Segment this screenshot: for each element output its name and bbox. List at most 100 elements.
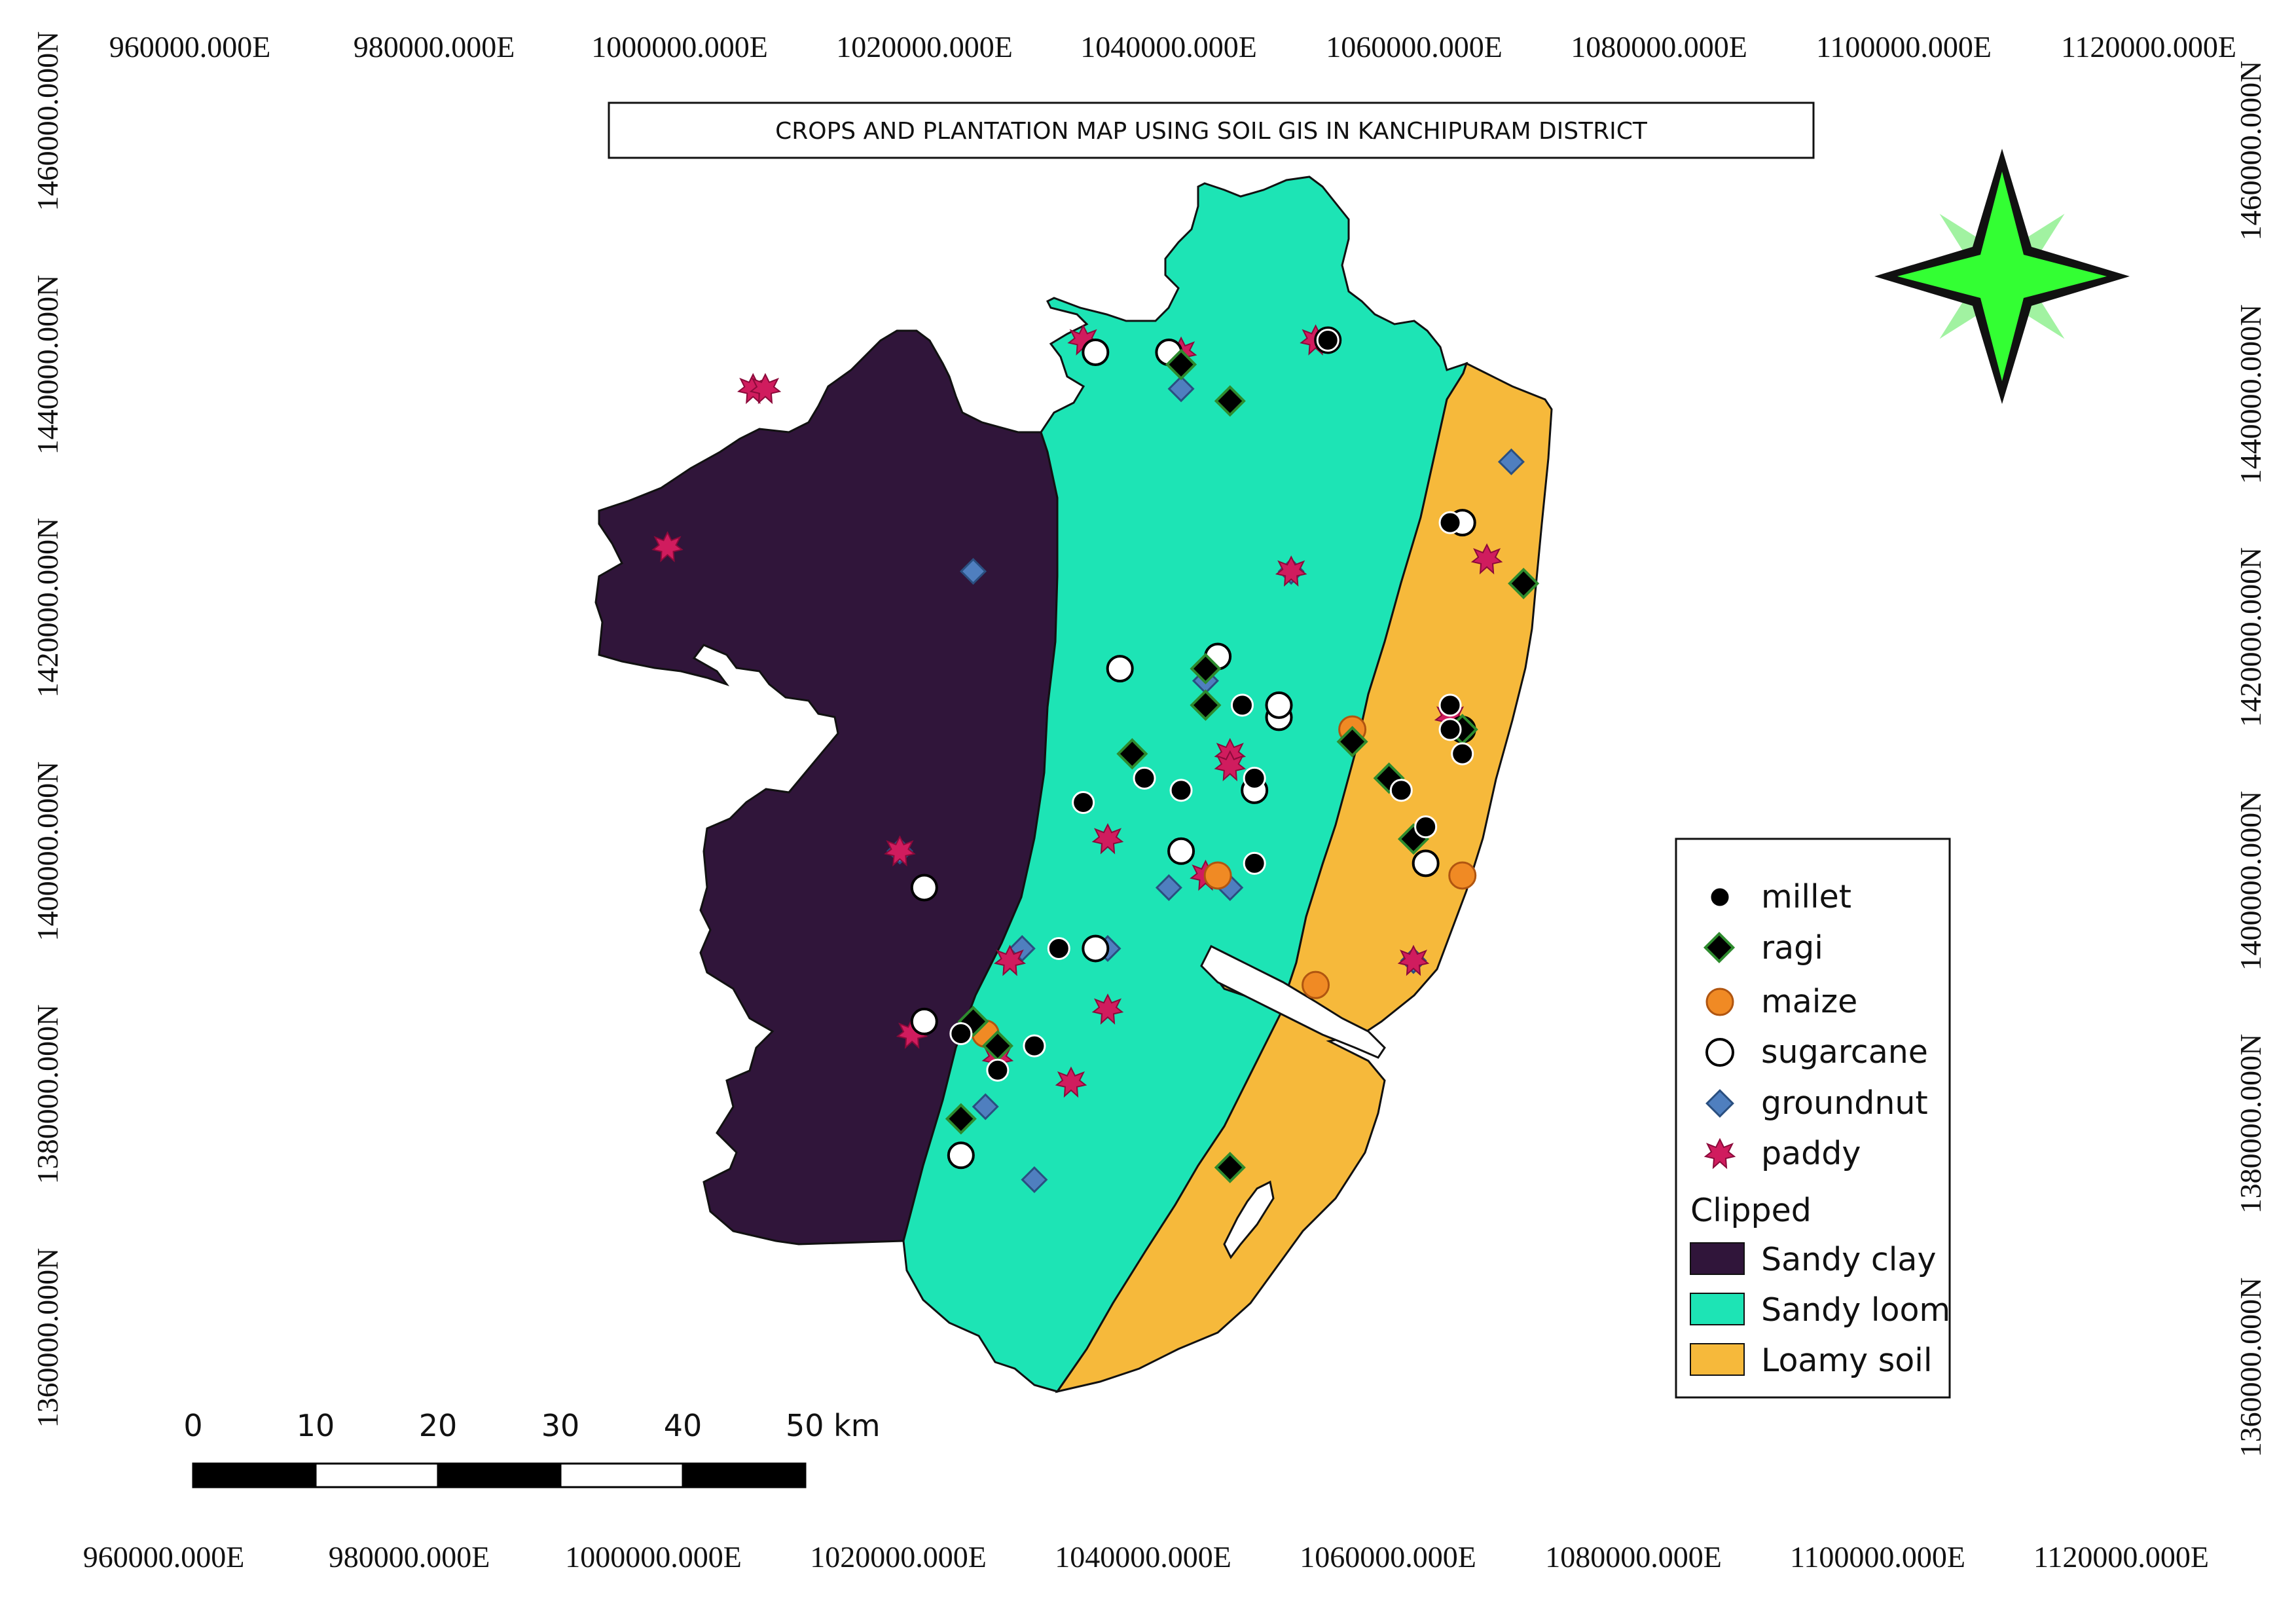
backwater (1223, 1180, 1275, 1259)
map-title: CROPS AND PLANTATION MAP USING SOIL GIS … (608, 101, 1815, 159)
legend: millet ragi maize sugarcane groundnut pa… (1675, 838, 1951, 1399)
ragi-point-icon (1190, 689, 1222, 721)
easting-label: 1060000.000E (1326, 30, 1503, 64)
scale-segment (437, 1462, 562, 1488)
easting-label: 1100000.000E (1816, 30, 1992, 64)
legend-label-paddy: paddy (1761, 1135, 1861, 1172)
ragi-point-icon (945, 1103, 977, 1135)
easting-label: 1120000.000E (2061, 30, 2236, 64)
millet-point-icon (1316, 328, 1339, 352)
north-arrow-inner-icon (1897, 172, 2107, 381)
sandy-clay-swatch (1690, 1242, 1745, 1275)
northing-label: 1460000.000N (31, 31, 64, 212)
groundnut-point-icon (1021, 1166, 1048, 1193)
title-text: CROPS AND PLANTATION MAP USING SOIL GIS … (775, 118, 1648, 145)
easting-label: 1000000.000E (565, 1540, 742, 1574)
northing-label: 1400000.000N (31, 762, 64, 942)
maize-point-icon (1448, 861, 1477, 890)
easting-label: 1040000.000E (1055, 1540, 1231, 1574)
paddy-point-icon (1091, 993, 1124, 1025)
easting-label: 1060000.000E (1300, 1540, 1476, 1574)
millet-point-icon (949, 1022, 973, 1045)
sugarcane-point-icon (1082, 339, 1110, 367)
northing-label: 1460000.000N (2234, 61, 2267, 241)
easting-labels-top: 960000.000E 980000.000E 1000000.000E 102… (109, 30, 2236, 64)
sugarcane-point-icon (1412, 849, 1440, 877)
paddy-symbol-icon (1704, 1137, 1736, 1170)
paddy-point-icon (1275, 555, 1307, 587)
scale-bar: 0 10 20 30 40 50 km (183, 1408, 881, 1488)
ragi-point-icon (1336, 726, 1368, 758)
easting-label: 1020000.000E (836, 30, 1013, 64)
groundnut-point-icon (1167, 375, 1195, 403)
easting-label: 980000.000E (354, 30, 515, 64)
maize-symbol-icon (1705, 987, 1734, 1016)
northing-label: 1380000.000N (2234, 1034, 2267, 1214)
northing-label: 1380000.000N (31, 1005, 64, 1185)
ragi-point-icon (1508, 567, 1540, 600)
paddy-point-icon (1091, 822, 1124, 855)
millet-point-icon (1438, 718, 1462, 741)
sandy-loom-swatch (1690, 1293, 1745, 1325)
crop-points (651, 324, 1540, 1193)
legend-label-sandy-clay: Sandy clay (1761, 1241, 1936, 1278)
paddy-point-icon (1055, 1066, 1087, 1098)
legend-label-groundnut: groundnut (1761, 1084, 1928, 1122)
millet-point-icon (1451, 742, 1474, 766)
northing-label: 1420000.000N (31, 518, 64, 698)
legend-label-maize: maize (1761, 983, 1857, 1020)
easting-label: 1120000.000E (2033, 1540, 2209, 1574)
groundnut-point-icon (972, 1093, 999, 1120)
sugarcane-point-icon (910, 874, 938, 902)
northing-label: 1440000.000N (31, 275, 64, 455)
sugarcane-point-icon (947, 1141, 975, 1170)
easting-label: 1040000.000E (1080, 30, 1257, 64)
millet-point-icon (1169, 779, 1193, 802)
grid-labels: 960000.000E 980000.000E 1000000.000E 102… (31, 30, 2267, 1574)
paddy-point-icon (884, 835, 916, 867)
scale-segment (192, 1462, 317, 1488)
maize-point-icon (1203, 861, 1232, 890)
legend-layer-title: Clipped (1690, 1192, 1812, 1229)
millet-point-icon (1243, 766, 1266, 790)
scale-label: 40 (664, 1408, 702, 1443)
scale-label: 50 km (786, 1408, 881, 1443)
millet-point-icon (1438, 511, 1462, 534)
millet-symbol-icon (1709, 886, 1731, 908)
groundnut-point-icon (1497, 448, 1525, 475)
title-box (608, 101, 1815, 159)
northing-label: 1360000.000N (31, 1248, 64, 1428)
easting-label: 1020000.000E (810, 1540, 987, 1574)
paddy-point-icon (651, 531, 683, 563)
north-arrow (1874, 149, 2130, 404)
millet-point-icon (1023, 1034, 1046, 1058)
groundnut-point-icon (960, 557, 987, 585)
ragi-point-icon (1214, 1151, 1246, 1183)
paddy-point-icon (1397, 944, 1430, 976)
millet-point-icon (1243, 851, 1266, 875)
scale-label: 0 (183, 1408, 202, 1443)
northing-label: 1360000.000N (2234, 1278, 2267, 1458)
millet-point-icon (1230, 693, 1254, 717)
loamy-soil-swatch (1690, 1343, 1745, 1376)
ragi-point-icon (1165, 348, 1197, 380)
sugarcane-point-icon (910, 1007, 938, 1035)
scale-segment (314, 1462, 439, 1488)
sugarcane-point-icon (1265, 691, 1293, 719)
groundnut-symbol-icon (1705, 1089, 1734, 1118)
millet-point-icon (1047, 936, 1070, 960)
easting-label: 1080000.000E (1571, 30, 1747, 64)
ragi-point-icon (1190, 653, 1222, 685)
ragi-point-icon (1116, 738, 1148, 770)
scale-label: 30 (541, 1408, 580, 1443)
groundnut-point-icon (1155, 874, 1182, 902)
scale-label: 20 (419, 1408, 458, 1443)
lagoon (1200, 944, 1386, 1059)
millet-point-icon (1438, 693, 1462, 717)
ragi-point-icon (981, 1030, 1013, 1062)
sugarcane-point-icon (1106, 655, 1134, 683)
paddy-point-icon (1214, 750, 1247, 782)
millet-point-icon (1389, 779, 1413, 802)
easting-label: 960000.000E (83, 1540, 245, 1574)
